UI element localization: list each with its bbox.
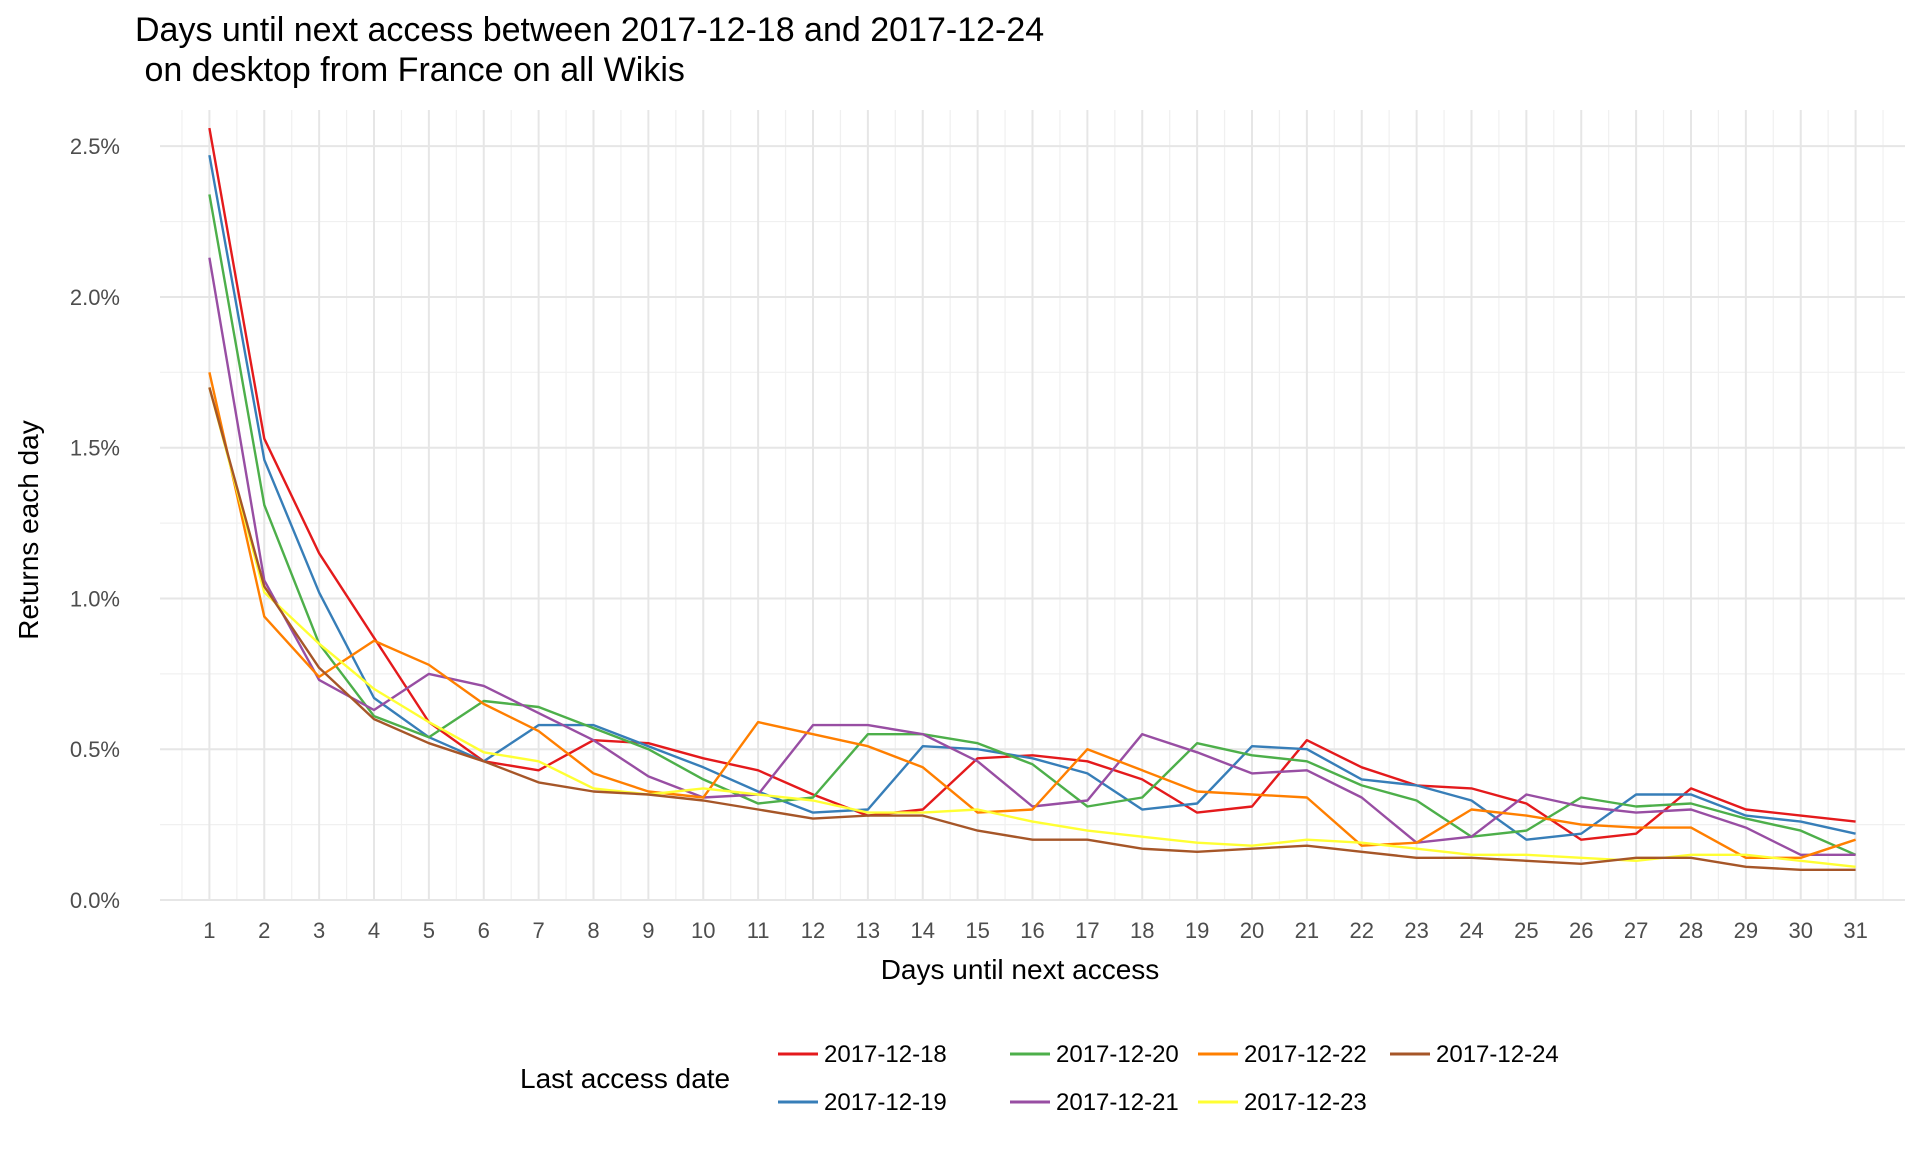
x-tick-label: 5 (423, 918, 435, 943)
x-tick-label: 20 (1240, 918, 1264, 943)
x-axis-title: Days until next access (881, 954, 1160, 985)
legend-item: 2017-12-24 (1390, 1041, 1559, 1068)
x-tick-label: 19 (1185, 918, 1209, 943)
x-tick-label: 24 (1459, 918, 1483, 943)
y-tick-label: 0.0% (70, 888, 120, 913)
x-tick-label: 12 (801, 918, 825, 943)
y-tick-label: 1.0% (70, 586, 120, 611)
x-tick-label: 1 (203, 918, 215, 943)
legend-label: 2017-12-22 (1244, 1041, 1367, 1068)
legend: Last access date 2017-12-182017-12-19201… (520, 1041, 1559, 1116)
chart-title-line2: on desktop from France on all Wikis (135, 51, 685, 89)
legend-item: 2017-12-23 (1198, 1089, 1367, 1116)
x-tick-label: 30 (1788, 918, 1812, 943)
x-tick-label: 26 (1569, 918, 1593, 943)
series-line-2017-12-24 (208, 387, 1856, 871)
x-tick-label: 29 (1734, 918, 1758, 943)
y-tick-label: 0.5% (70, 737, 120, 762)
series-line-2017-12-20 (208, 194, 1857, 856)
x-tick-label: 18 (1130, 918, 1154, 943)
x-tick-label: 14 (911, 918, 935, 943)
legend-item: 2017-12-21 (1010, 1089, 1179, 1116)
legend-label: 2017-12-24 (1436, 1041, 1559, 1068)
legend-title: Last access date (520, 1063, 730, 1094)
x-tick-label: 21 (1295, 918, 1319, 943)
x-tick-label: 7 (533, 918, 545, 943)
x-tick-label: 4 (368, 918, 380, 943)
series-line-2017-12-21 (208, 257, 1856, 856)
series-line-2017-12-23 (208, 387, 1856, 868)
legend-label: 2017-12-19 (824, 1089, 947, 1116)
x-tick-label: 16 (1020, 918, 1044, 943)
legend-item: 2017-12-22 (1198, 1041, 1367, 1068)
grid-major (160, 110, 1905, 901)
x-tick-label: 10 (691, 918, 715, 943)
y-axis-title: Returns each day (13, 420, 44, 639)
x-tick-label: 25 (1514, 918, 1538, 943)
legend-label: 2017-12-18 (824, 1041, 947, 1068)
x-tick-label: 3 (313, 918, 325, 943)
legend-item: 2017-12-18 (778, 1041, 947, 1068)
chart-title-line1: Days until next access between 2017-12-1… (135, 11, 1045, 49)
x-tick-label: 28 (1679, 918, 1703, 943)
x-tick-label: 23 (1404, 918, 1428, 943)
x-tick-label: 17 (1075, 918, 1099, 943)
legend-label: 2017-12-23 (1244, 1089, 1367, 1116)
legend-label: 2017-12-21 (1056, 1089, 1179, 1116)
x-axis-ticks: 1 2 3 4 5 6 7 8 9 10 11 12 13 14 15 16 17 18 19 20 21 22 23 24 2… (203, 918, 1868, 943)
legend-label: 2017-12-20 (1056, 1041, 1179, 1068)
grid-minor (160, 110, 1905, 900)
x-tick-label: 13 (856, 918, 880, 943)
legend-item: 2017-12-20 (1010, 1041, 1179, 1068)
y-axis-ticks: 0.0% 0.5% 1.0% 1.5% 2.0% 2.5% (70, 134, 120, 913)
x-tick-label: 11 (747, 918, 770, 943)
series-lines (208, 127, 1857, 871)
x-tick-label: 31 (1843, 918, 1867, 943)
y-tick-label: 2.0% (70, 285, 120, 310)
x-tick-label: 9 (642, 918, 654, 943)
x-tick-label: 22 (1350, 918, 1374, 943)
chart-title: Days until next access between 2017-12-1… (135, 10, 1044, 90)
y-tick-label: 1.5% (70, 436, 120, 461)
legend-items: 2017-12-18 2017-12-19 2017-12-20 2017-12-21… (778, 1041, 1559, 1116)
x-tick-label: 15 (965, 918, 989, 943)
x-tick-label: 2 (258, 918, 270, 943)
y-tick-label: 2.5% (70, 134, 120, 159)
legend-item: 2017-12-19 (778, 1089, 947, 1116)
x-tick-label: 27 (1624, 918, 1648, 943)
x-tick-label: 6 (478, 918, 490, 943)
series-line-2017-12-22 (208, 372, 1856, 859)
x-tick-label: 8 (587, 918, 599, 943)
